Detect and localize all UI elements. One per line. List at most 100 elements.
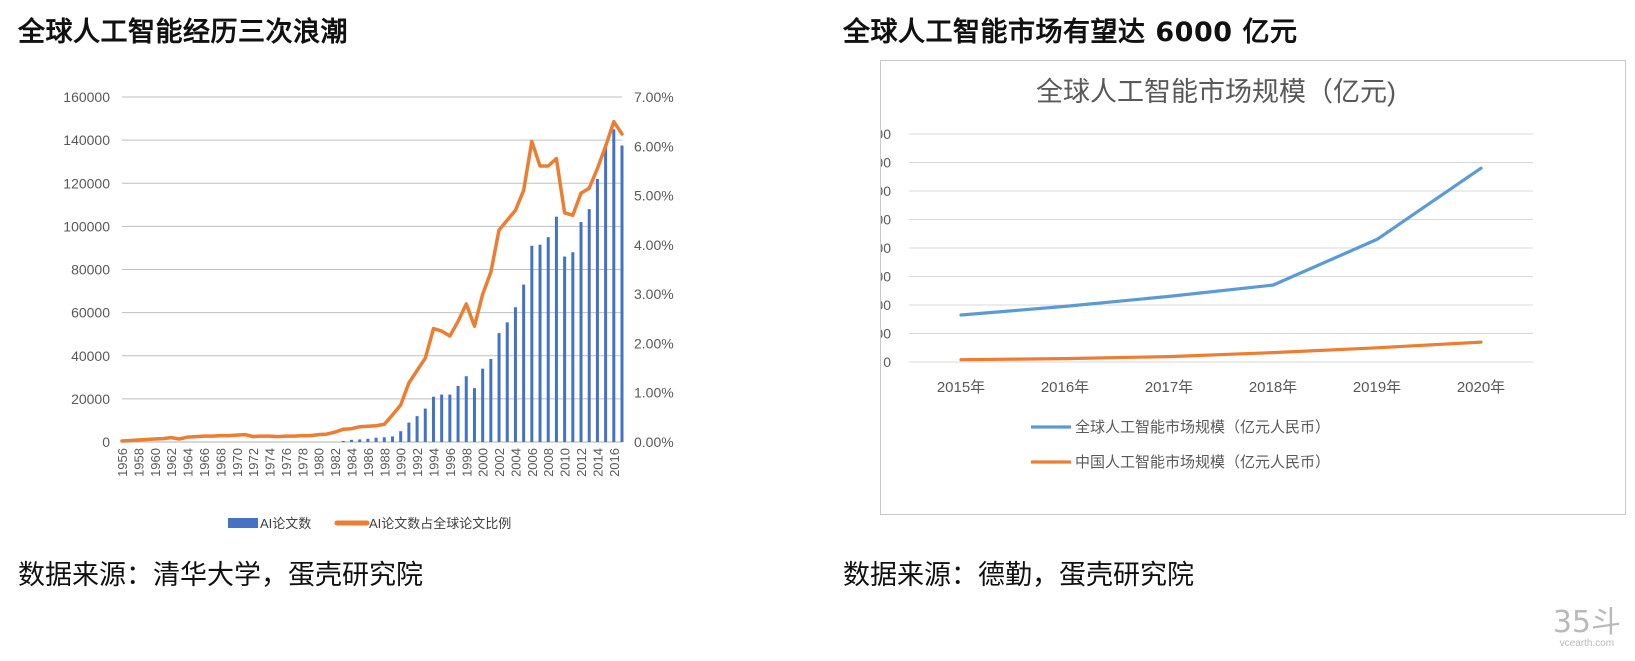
x-tick-label: 1986 xyxy=(361,448,376,477)
bar-ai-papers xyxy=(620,145,624,442)
y-tick-label: 1000 xyxy=(881,326,891,342)
bar-ai-papers xyxy=(579,222,583,442)
x-tick-label: 2016 xyxy=(607,448,622,477)
x-tick-label: 2016年 xyxy=(1041,379,1089,396)
bar-ai-papers xyxy=(341,440,345,442)
y-right-tick-label: 4.00% xyxy=(634,237,674,253)
bar-ai-papers xyxy=(481,368,485,442)
y-right-tick-label: 5.00% xyxy=(634,188,674,204)
legend-label-china-market: 中国人工智能市场规模（亿元人民币） xyxy=(1075,453,1330,471)
y-tick-label: 2000 xyxy=(881,297,891,313)
y-tick-label: 8000 xyxy=(881,126,891,142)
legend-label-ai-paper-share: AI论文数占全球论文比例 xyxy=(369,516,511,531)
y-left-tick-label: 80000 xyxy=(71,262,110,278)
y-right-tick-label: 7.00% xyxy=(634,89,674,105)
y-tick-label: 5000 xyxy=(881,212,891,228)
x-tick-label: 2018年 xyxy=(1249,379,1297,396)
y-tick-label: 0 xyxy=(883,354,891,370)
bar-ai-papers xyxy=(571,252,575,442)
x-tick-label: 1970 xyxy=(230,448,245,477)
bar-ai-papers xyxy=(489,358,493,442)
bar-ai-papers xyxy=(472,388,476,442)
x-tick-label: 2002 xyxy=(492,448,507,477)
ai-market-chart: 全球人工智能市场规模（亿元) 0 1000 2000 3000 4000 5000 6000 7… xyxy=(860,77,1533,471)
bar-ai-papers xyxy=(440,394,444,442)
x-tick-label: 1974 xyxy=(263,448,278,477)
watermark-logo-text: 35斗 xyxy=(1552,605,1621,640)
y-right-tick-label: 0.00% xyxy=(634,434,674,450)
bar-ai-papers xyxy=(538,244,542,442)
x-tick-label: 1982 xyxy=(328,448,343,477)
ai-market-chart-panel: 全球人工智能市场规模（亿元) 0 1000 2000 3000 4000 5000 6000 7… xyxy=(860,60,1626,515)
bar-ai-papers xyxy=(595,178,599,442)
y-left-tick-label: 60000 xyxy=(71,305,110,321)
bar-ai-papers xyxy=(415,416,419,442)
bar-ai-papers xyxy=(554,216,558,442)
x-tick-label: 2006 xyxy=(525,448,540,477)
bar-ai-papers xyxy=(497,333,501,442)
x-tick-label: 1990 xyxy=(394,448,409,477)
y-right-tick-label: 1.00% xyxy=(634,385,674,401)
y-left-tick-label: 160000 xyxy=(63,89,110,105)
y-left-tick-label: 100000 xyxy=(63,218,110,234)
bar-ai-papers xyxy=(563,256,567,442)
bar-ai-papers xyxy=(423,408,427,442)
bar-ai-papers xyxy=(612,129,616,442)
line-ai-paper-share xyxy=(120,119,624,443)
bar-ai-papers xyxy=(350,439,354,442)
bar-ai-papers xyxy=(382,437,386,442)
y-right-tick-label: 2.00% xyxy=(634,335,674,351)
x-tick-label: 1996 xyxy=(443,448,458,477)
right-data-source: 数据来源：德勤，蛋壳研究院 xyxy=(843,560,1194,591)
y-left-tick-label: 120000 xyxy=(63,175,110,191)
bar-ai-papers xyxy=(407,422,411,442)
x-tick-label: 1980 xyxy=(312,448,327,477)
right-panel-title: 全球人工智能市场有望达 6000 亿元 xyxy=(843,17,1298,48)
x-tick-label: 1992 xyxy=(410,448,425,477)
y-tick-label: 4000 xyxy=(881,240,891,256)
bar-ai-papers xyxy=(366,438,370,442)
x-tick-label: 1984 xyxy=(345,448,360,477)
watermark-domain: vcearth.com xyxy=(1559,638,1615,649)
x-tick-label: 2020年 xyxy=(1457,379,1505,396)
ai-papers-chart: 0 20000 40000 60000 80000 100000 120000 140000 1… xyxy=(63,89,674,531)
legend-swatch-ai-papers xyxy=(228,518,258,528)
bar-ai-papers xyxy=(390,436,394,442)
x-tick-label: 1972 xyxy=(246,448,261,477)
bar-ai-papers xyxy=(358,439,362,442)
x-tick-label: 1958 xyxy=(131,448,146,477)
x-tick-label: 1988 xyxy=(377,448,392,477)
x-tick-label: 1998 xyxy=(459,448,474,477)
x-tick-label: 1966 xyxy=(197,448,212,477)
bar-ai-papers xyxy=(431,396,435,442)
y-left-tick-label: 20000 xyxy=(71,391,110,407)
x-tick-label: 2017年 xyxy=(1145,379,1193,396)
line-global-market xyxy=(959,166,1483,317)
bar-ai-papers xyxy=(546,237,550,442)
ai-papers-chart-panel: 0 20000 40000 60000 80000 100000 120000 140000 1… xyxy=(50,80,750,570)
x-tick-label: 1960 xyxy=(148,448,163,477)
left-panel-title: 全球人工智能经历三次浪潮 xyxy=(18,17,348,48)
x-tick-label: 1964 xyxy=(181,448,196,477)
x-tick-label: 1962 xyxy=(164,448,179,477)
line-china-market xyxy=(959,340,1483,362)
bar-ai-papers xyxy=(464,376,468,442)
bar-ai-papers xyxy=(530,245,534,442)
x-tick-label: 2015年 xyxy=(937,379,985,396)
x-tick-label: 1968 xyxy=(213,448,228,477)
y-tick-label: 3000 xyxy=(881,269,891,285)
bar-ai-papers xyxy=(505,322,509,442)
bar-ai-papers xyxy=(587,209,591,442)
x-tick-label: 1978 xyxy=(295,448,310,477)
y-left-tick-label: 0 xyxy=(102,434,110,450)
y-left-tick-label: 140000 xyxy=(63,132,110,148)
x-tick-label: 2008 xyxy=(541,448,556,477)
y-tick-label: 6000 xyxy=(881,183,891,199)
x-tick-label: 2012 xyxy=(574,448,589,477)
x-tick-label: 2010 xyxy=(558,448,573,477)
x-tick-label: 2000 xyxy=(476,448,491,477)
bar-ai-papers xyxy=(604,144,608,442)
legend-label-ai-papers: AI论文数 xyxy=(260,516,311,531)
bar-ai-papers xyxy=(513,307,517,442)
y-right-tick-label: 3.00% xyxy=(634,286,674,302)
